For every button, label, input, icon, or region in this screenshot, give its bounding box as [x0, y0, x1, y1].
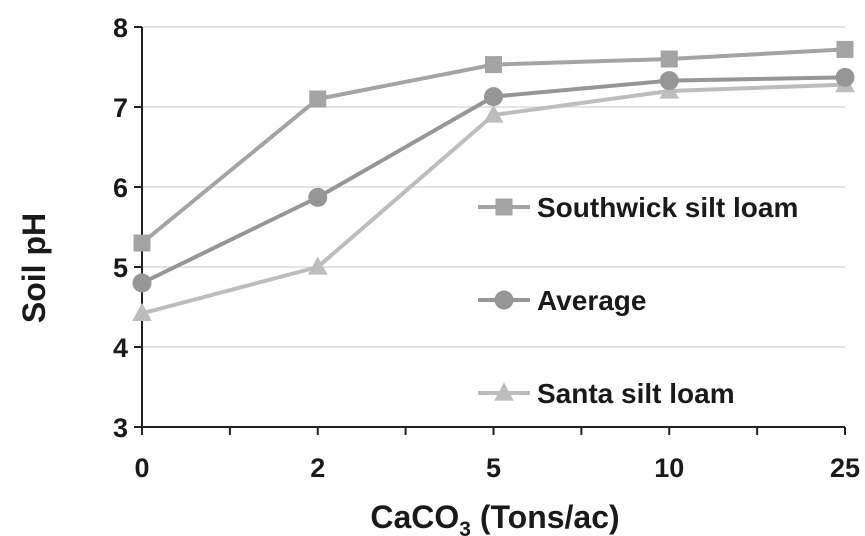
y-tick-label-8: 8	[113, 13, 128, 43]
y-tick-label-7: 7	[113, 93, 128, 123]
legend-marker-average	[494, 290, 514, 310]
data-point-southwick-silt-loam-0	[133, 234, 151, 252]
legend-label-santa-silt-loam: Santa silt loam	[537, 378, 735, 409]
x-tick-label-0: 0	[134, 453, 149, 483]
gridlines	[142, 26, 845, 348]
data-point-santa-silt-loam-0	[132, 302, 152, 322]
data-point-average-2	[308, 187, 328, 207]
x-axis-title: CaCO3 (Tons/ac)	[370, 499, 619, 536]
x-tick-label-2: 2	[310, 453, 325, 483]
y-tick-label-3: 3	[113, 413, 128, 443]
data-point-southwick-silt-loam-2	[309, 90, 327, 108]
y-tick-label-4: 4	[113, 333, 128, 363]
x-tick-label-5: 5	[486, 453, 501, 483]
data-point-average-25	[835, 67, 855, 87]
legend-label-southwick-silt-loam: Southwick silt loam	[537, 192, 798, 223]
legend-label-average: Average	[537, 285, 646, 316]
x-axis-title-subscript: 3	[459, 518, 471, 536]
x-tick-label-10: 10	[654, 453, 684, 483]
y-tick-label-6: 6	[113, 173, 128, 203]
x-tick-label-25: 25	[830, 453, 860, 483]
legend-marker-southwick-silt-loam	[495, 198, 513, 216]
data-point-southwick-silt-loam-5	[485, 56, 502, 74]
data-point-southwick-silt-loam-10	[660, 50, 678, 68]
legend-marker-santa-silt-loam	[494, 382, 514, 401]
data-point-average-0	[132, 273, 152, 293]
y-tick-label-5: 5	[113, 253, 128, 283]
data-point-southwick-silt-loam-25	[836, 40, 854, 58]
data-point-average-10	[659, 71, 679, 91]
x-axis-title-rest: (Tons/ac)	[471, 499, 620, 535]
series	[132, 40, 855, 322]
data-point-santa-silt-loam-5	[483, 104, 504, 123]
y-axis-title: Soil pH	[16, 213, 52, 323]
x-axis-title-main: CaCO	[370, 499, 459, 535]
data-point-average-5	[484, 87, 503, 107]
data-point-santa-silt-loam-2	[307, 256, 328, 275]
legend: Southwick silt loam Average Santa silt loa…	[478, 192, 798, 409]
